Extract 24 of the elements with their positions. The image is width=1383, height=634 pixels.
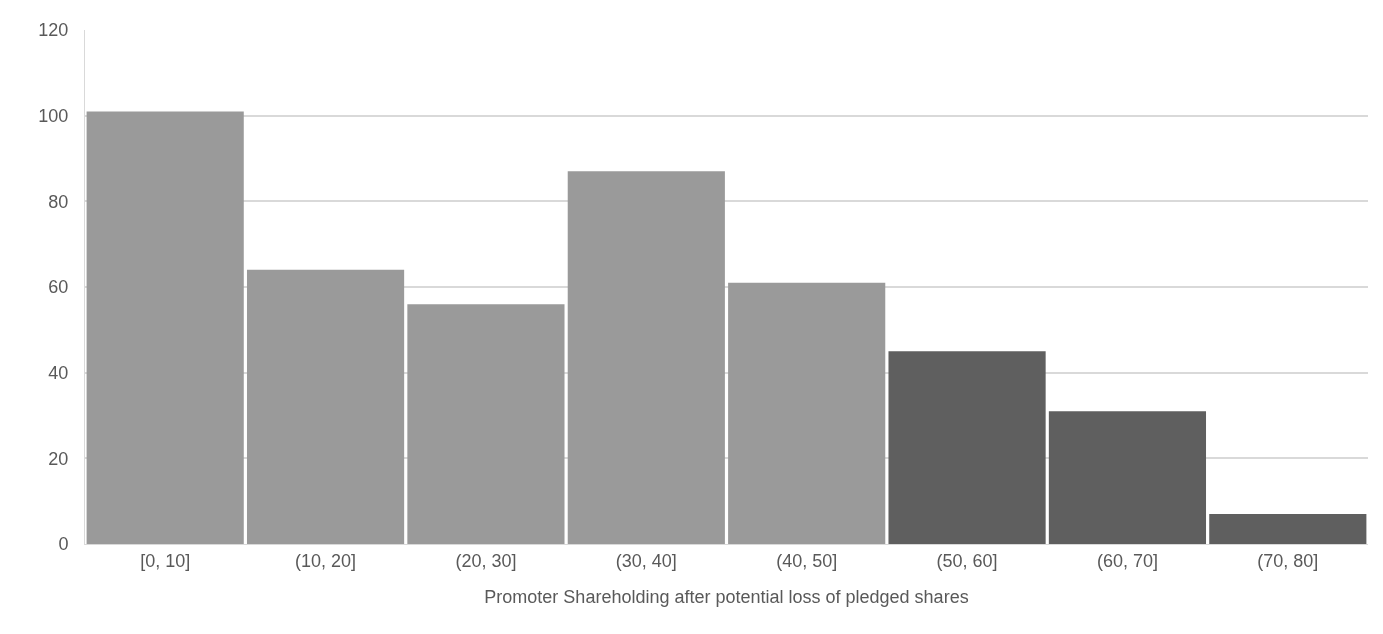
bar (888, 351, 1046, 544)
y-tick-label: 0 (58, 534, 69, 555)
x-tick-label: (10, 20] (295, 550, 357, 571)
y-tick-label: 120 (38, 20, 69, 41)
bar (246, 269, 405, 544)
x-axis-title: Promoter Shareholding after potential loss of pledged shares (484, 586, 969, 607)
x-tick-label: (70, 80] (1257, 550, 1319, 571)
x-tick-label: (30, 40] (615, 550, 677, 571)
x-tick-label: [0, 10] (140, 550, 191, 571)
y-tick-label: 20 (48, 448, 69, 469)
y-tick-label: 40 (48, 362, 69, 383)
x-tick-label: (20, 30] (455, 550, 517, 571)
x-tick-label: (60, 70] (1096, 550, 1158, 571)
y-tick-label: 60 (48, 277, 69, 298)
x-tick-label: (40, 50] (776, 550, 838, 571)
y-tick-label: 100 (38, 105, 69, 126)
bar (407, 304, 565, 544)
y-tick-label: 80 (48, 191, 69, 212)
bar (86, 111, 244, 544)
bar (728, 282, 886, 544)
x-tick-label: (50, 60] (936, 550, 998, 571)
bar (1048, 411, 1207, 544)
bar (1209, 514, 1367, 544)
bar (567, 171, 725, 544)
